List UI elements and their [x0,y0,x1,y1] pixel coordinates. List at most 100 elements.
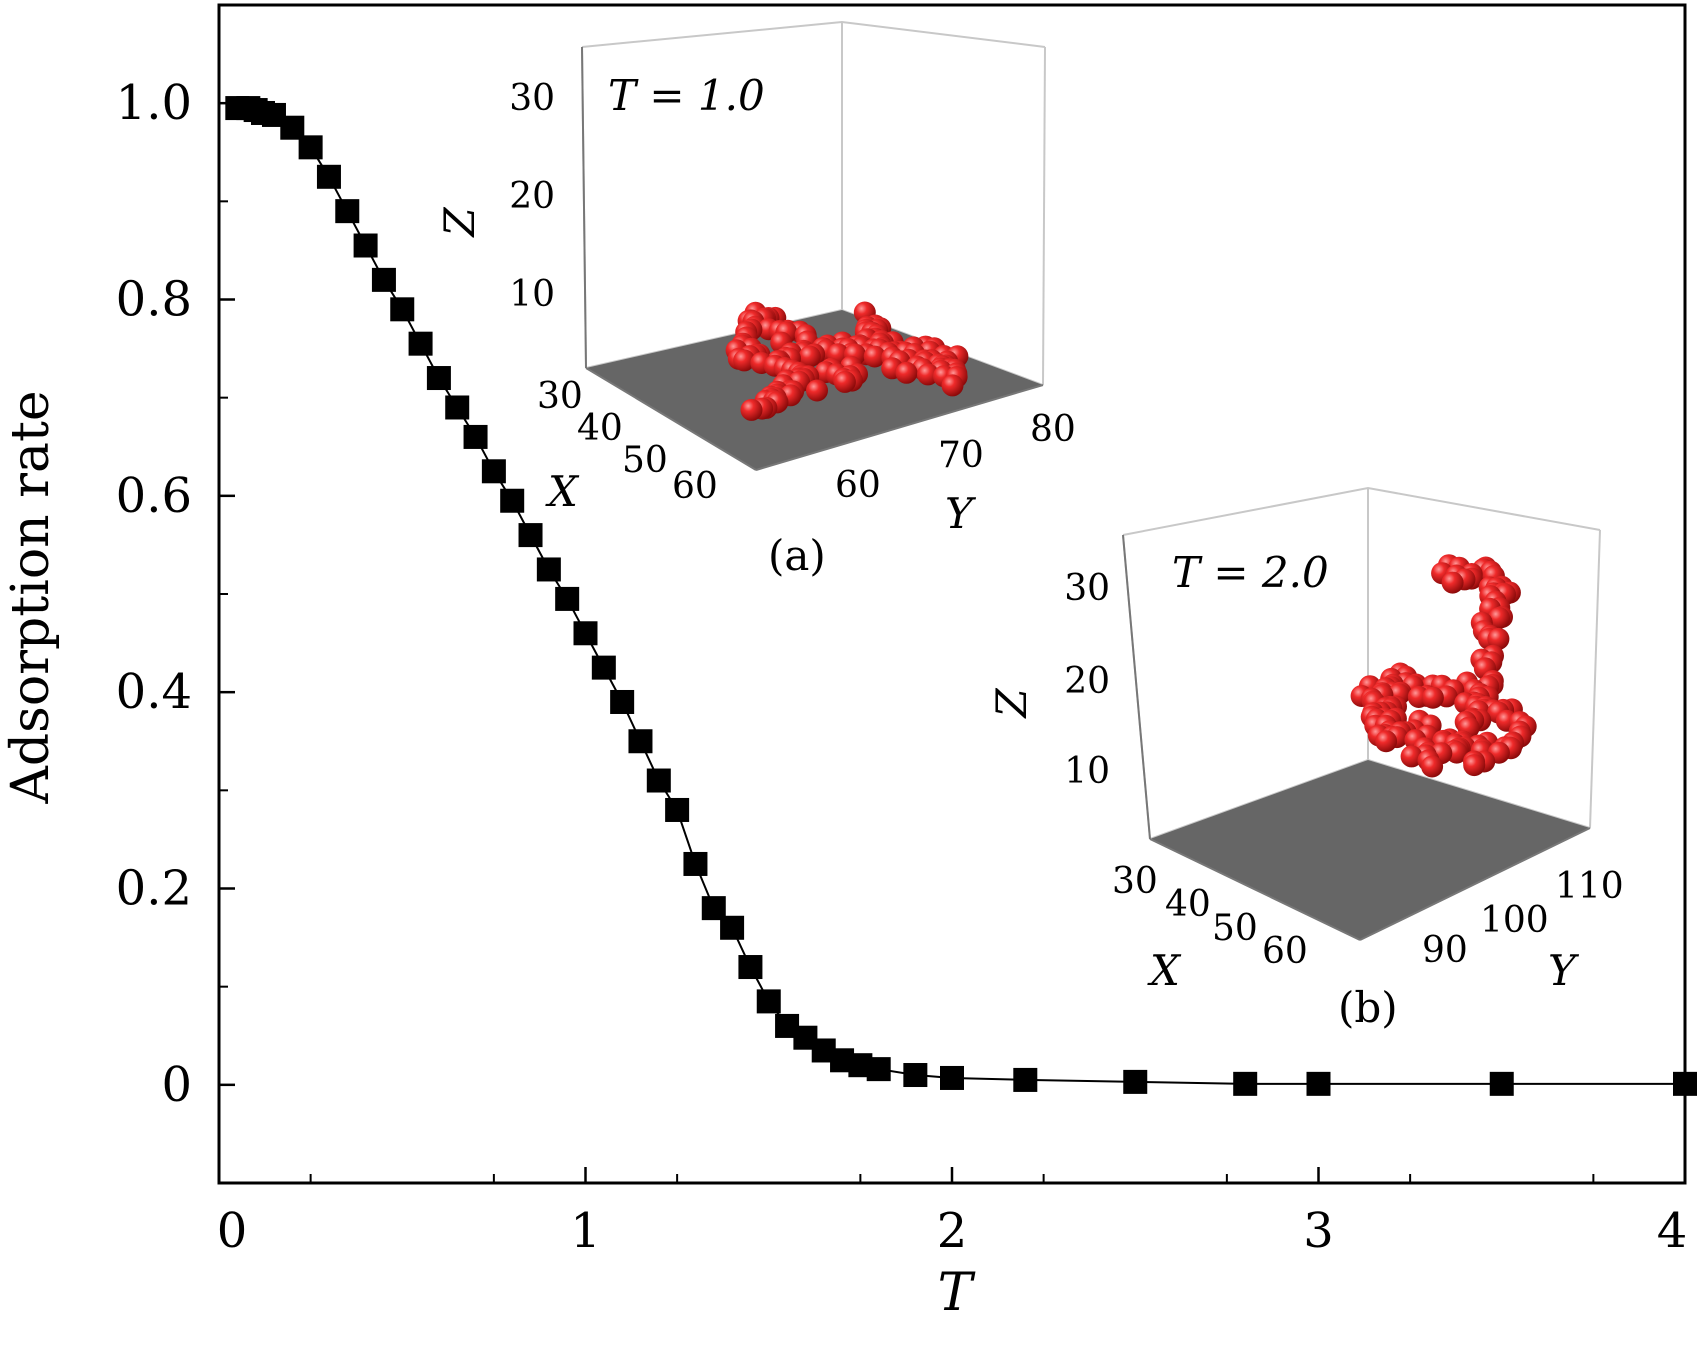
data-line [237,107,1685,1085]
data-point [1233,1071,1258,1096]
series-line [237,107,1685,1085]
inset-b-panel-label: (b) [1338,983,1398,1032]
y-tick-label: 0.6 [116,468,192,524]
inset-a-x-tick: 50 [622,440,668,481]
inset-a-y-tick: 70 [938,435,984,476]
polymer-bead [1375,730,1398,753]
inset-b-y-label: Y [1548,946,1580,995]
polymer-bead [1421,686,1444,709]
inset-b-z-axis [1122,534,1151,840]
data-point [1013,1067,1038,1092]
inset-a: T = 1.0 30 20 10 Z 30 40 50 60 X 60 70 8… [435,20,1076,580]
inset-a-z-tick: 30 [509,78,555,119]
data-point [298,135,323,160]
inset-b-x-tick: 50 [1212,908,1258,949]
inset-a-x-tick: 60 [672,466,718,507]
x-axis-title: T [938,1263,976,1323]
inset-b-floor [1150,760,1590,940]
inset-b-x-tick: 30 [1112,861,1158,902]
data-point [573,621,598,646]
data-point [610,689,635,714]
inset-b-y-tick: 90 [1422,930,1468,971]
polymer-bead [863,345,886,368]
data-point [1673,1071,1697,1096]
data-point [756,989,781,1014]
x-tick-label: 3 [1303,1203,1334,1259]
polymer-bead [1463,754,1486,777]
polymer-bead [806,379,828,402]
polymer-bead [798,345,821,368]
inset-b-x-axis [1149,838,1361,941]
polymer-bead [1488,607,1510,629]
inset-b-z-tick: 10 [1064,751,1110,792]
data-point [335,199,360,224]
data-point [738,955,763,980]
inset-a-y-label: Y [945,489,977,538]
plot-frame [217,3,1687,1185]
inset-b: T = 2.0 30 20 10 Z 30 40 50 60 X 90 100 … [987,486,1624,1032]
data-point [646,768,671,793]
data-point [1306,1071,1331,1096]
inset-b-z-label: Z [987,688,1036,720]
inset-a-polymer [725,301,969,421]
y-tick-label: 0 [161,1057,192,1113]
inset-b-y-axis [1359,827,1591,941]
data-point [628,729,653,754]
data-point [481,459,506,484]
inset-a-z-tick: 10 [509,274,555,315]
inset-b-x-tick: 60 [1262,931,1308,972]
data-point [353,233,378,258]
polymer-bead [895,361,918,384]
data-point [426,366,451,391]
inset-a-x-tick: 40 [577,408,623,449]
data-point [536,557,561,582]
inset-a-y-axis [755,384,1044,471]
data-point [683,851,708,876]
inset-a-z-tick: 20 [509,176,555,217]
inset-b-polymer [1350,554,1537,778]
main-ticks: 0 1 2 3 400.20.40.60.81.0 [116,4,1687,1259]
inset-b-x-tick: 40 [1165,884,1211,925]
inset-a-x-tick: 30 [537,376,583,417]
data-point [1489,1071,1514,1096]
data-point [1123,1069,1148,1094]
data-markers [225,96,1697,1096]
data-point [903,1063,928,1088]
inset-a-y-tick: 80 [1030,409,1076,450]
polymer-bead [740,398,763,421]
polymer-bead [1445,741,1468,764]
x-tick-label: 2 [937,1203,968,1259]
data-point [390,297,415,322]
inset-b-title: T = 2.0 [1172,548,1329,597]
data-point [665,797,690,822]
data-point [555,586,580,611]
polymer-bead [917,363,939,386]
data-point [500,488,525,513]
data-point [518,523,543,548]
inset-a-z-axis [581,46,587,369]
polymer-bead [1421,755,1444,778]
polymer-bead [733,349,756,372]
data-point [940,1065,964,1090]
inset-b-x-label: X [1147,946,1182,995]
y-tick-label: 0.2 [116,861,192,917]
inset-a-z-label: Z [435,207,484,239]
inset-a-panel-label: (a) [768,531,826,580]
x-tick-label: 1 [570,1203,601,1259]
data-point [371,267,396,292]
inset-a-x-label: X [545,467,580,516]
inset-b-y-tick: 110 [1555,866,1624,907]
polymer-bead [833,370,856,393]
y-tick-label: 0.4 [116,664,192,720]
inset-b-y-tick: 100 [1480,900,1549,941]
inset-a-x-axis [585,367,757,471]
data-point [316,164,341,189]
data-point [720,915,745,940]
polymer-bead [941,374,964,397]
y-tick-label: 1.0 [116,75,192,131]
polymer-bead [1441,571,1464,594]
inset-b-z-tick: 20 [1064,661,1110,702]
polymer-bead [1487,627,1510,650]
data-point [591,655,616,680]
data-point [866,1057,891,1082]
